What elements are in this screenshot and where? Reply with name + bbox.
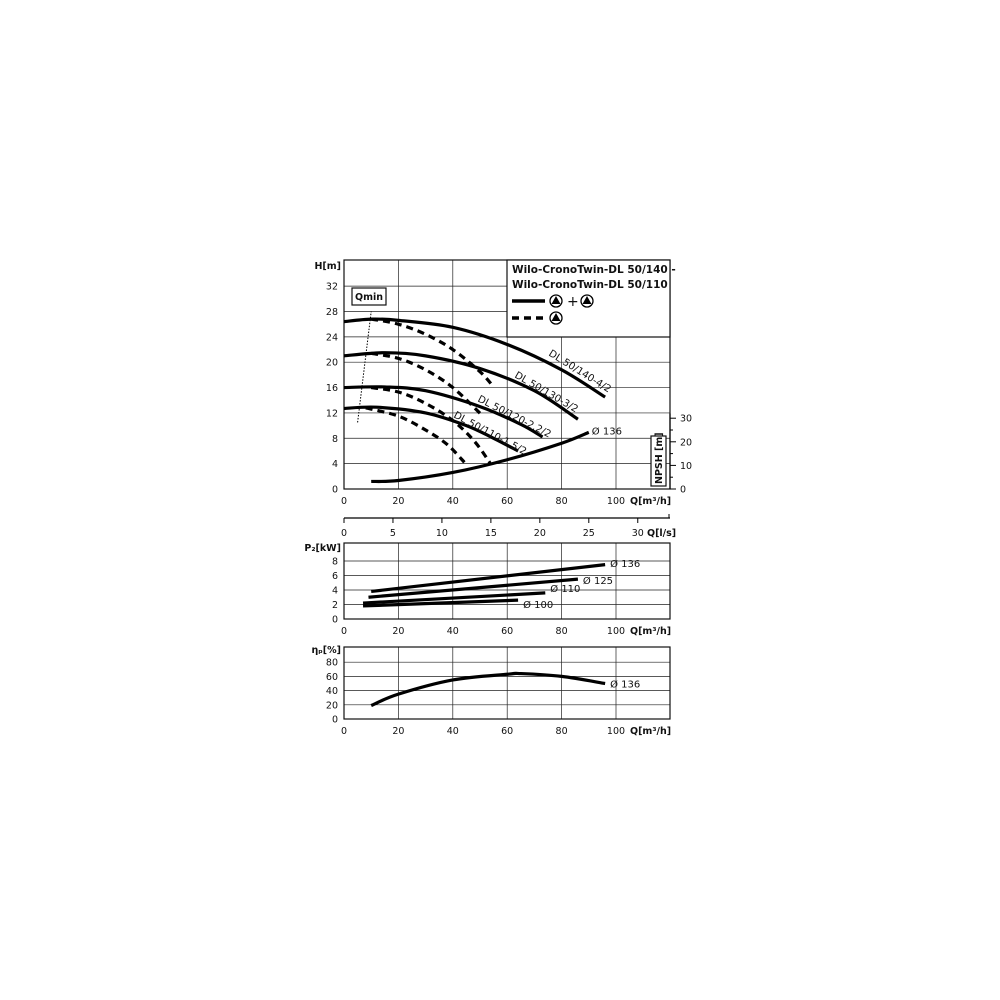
pump-icon-triangle — [551, 296, 561, 304]
x-tick-label: 0 — [341, 726, 347, 737]
series-label: Ø 136 — [610, 558, 640, 570]
ls-tick-label: 0 — [341, 528, 347, 539]
plot-frame — [343, 646, 671, 720]
pump-icon — [549, 311, 563, 325]
x-axis-label: Q[m³/h] — [630, 626, 671, 637]
series-line — [368, 577, 579, 599]
x-tick-label: 100 — [607, 726, 625, 737]
series-label: Ø 110 — [550, 583, 580, 595]
y-tick-label: 8 — [332, 434, 338, 445]
plot-frame — [343, 542, 671, 620]
series-line — [371, 563, 606, 594]
x-tick-label: 20 — [392, 726, 404, 737]
qmin-label-box — [351, 287, 387, 306]
legend-title-line2: Wilo-CronoTwin-DL 50/110 — [512, 279, 668, 291]
npsh-tick-label: 20 — [680, 437, 692, 448]
x-axis-label: Q[m³/h] — [630, 726, 671, 737]
y-tick-label: 12 — [326, 408, 338, 419]
y-tick-label: 32 — [326, 282, 338, 293]
y-tick-label: 4 — [332, 459, 338, 470]
y-tick-label: 20 — [326, 700, 338, 711]
y-tick-label: 8 — [332, 557, 338, 568]
x-tick-label: 100 — [607, 496, 625, 507]
x-tick-label: 0 — [341, 496, 347, 507]
npsh-tick-label: 10 — [680, 461, 692, 472]
single-pump-curve — [370, 351, 483, 416]
twin-pump-curve — [343, 385, 544, 439]
x-tick-label: 80 — [556, 496, 568, 507]
x-axis-label: Q[m³/h] — [630, 496, 671, 507]
x-tick-label: 40 — [447, 726, 459, 737]
pump-icon-triangle — [582, 296, 592, 304]
y-axis-label: ηₚ[%] — [311, 645, 341, 656]
x-tick-label: 60 — [501, 726, 513, 737]
pump-icon — [580, 294, 594, 308]
x-tick-label: 40 — [447, 626, 459, 637]
y-tick-label: 60 — [326, 672, 338, 683]
ls-tick-label: 20 — [534, 528, 546, 539]
x-tick-label: 0 — [341, 626, 347, 637]
y-tick-label: 0 — [332, 715, 338, 726]
ls-tick-label: 5 — [390, 528, 396, 539]
single-pump-curve — [365, 406, 467, 465]
qmin-line — [357, 311, 372, 423]
y-axis-label: H[m] — [314, 261, 341, 272]
single-pump-curve — [370, 317, 495, 388]
x-tick-label: 20 — [392, 496, 404, 507]
y-axis-label: P₂[kW] — [304, 543, 341, 554]
twin-pump-curve — [343, 405, 519, 453]
x-tick-label: 60 — [501, 496, 513, 507]
y-tick-label: 24 — [326, 332, 338, 343]
ls-tick-label: 30 — [632, 528, 644, 539]
y-tick-label: 20 — [326, 358, 338, 369]
ls-tick-label: 10 — [436, 528, 448, 539]
y-tick-label: 4 — [332, 586, 338, 597]
y-tick-label: 2 — [332, 600, 338, 611]
x-tick-label: 40 — [447, 496, 459, 507]
y-tick-label: 0 — [332, 615, 338, 626]
ls-tick-label: 25 — [583, 528, 595, 539]
curve-label: Ø 136 — [592, 425, 622, 437]
ls-tick-label: 15 — [485, 528, 497, 539]
pump-icon — [549, 294, 563, 308]
series-label: Ø 125 — [583, 575, 613, 587]
x-tick-label: 20 — [392, 626, 404, 637]
y-tick-label: 28 — [326, 307, 338, 318]
y-tick-label: 80 — [326, 658, 338, 669]
x-tick-label: 60 — [501, 626, 513, 637]
y-tick-label: 40 — [326, 686, 338, 697]
pump-icon-triangle — [551, 313, 561, 321]
legend-title-line1: Wilo-CronoTwin-DL 50/140 - — [512, 264, 676, 276]
series-line — [370, 671, 606, 707]
series-line — [362, 591, 546, 605]
single-pump-curve — [370, 385, 492, 464]
qmin-label: Qmin — [355, 292, 383, 303]
y-tick-label: 16 — [326, 383, 338, 394]
series-label: Ø 136 — [610, 679, 640, 691]
npsh-curve — [371, 430, 590, 484]
twin-pump-curve — [343, 351, 579, 421]
x-tick-label: 100 — [607, 626, 625, 637]
curve-label: DL 50/140-4/2 — [546, 348, 612, 395]
npsh-tick-label: 30 — [680, 414, 692, 425]
legend-plus: + — [567, 294, 579, 310]
npsh-tick-label: 0 — [680, 485, 686, 496]
curve-label: DL 50/130-3/2 — [513, 370, 580, 415]
series-label: Ø 100 — [523, 599, 553, 611]
legend: Wilo-CronoTwin-DL 50/140 - Wilo-CronoTwi… — [512, 264, 676, 320]
ls-axis-label: Q[l/s] — [647, 528, 676, 539]
x-tick-label: 80 — [556, 626, 568, 637]
y-tick-label: 0 — [332, 485, 338, 496]
x-tick-label: 80 — [556, 726, 568, 737]
npsh-axis-label: NPSH [m] — [654, 432, 665, 484]
npsh-label-box — [650, 435, 667, 487]
series-line — [362, 598, 519, 608]
y-tick-label: 6 — [332, 571, 338, 582]
